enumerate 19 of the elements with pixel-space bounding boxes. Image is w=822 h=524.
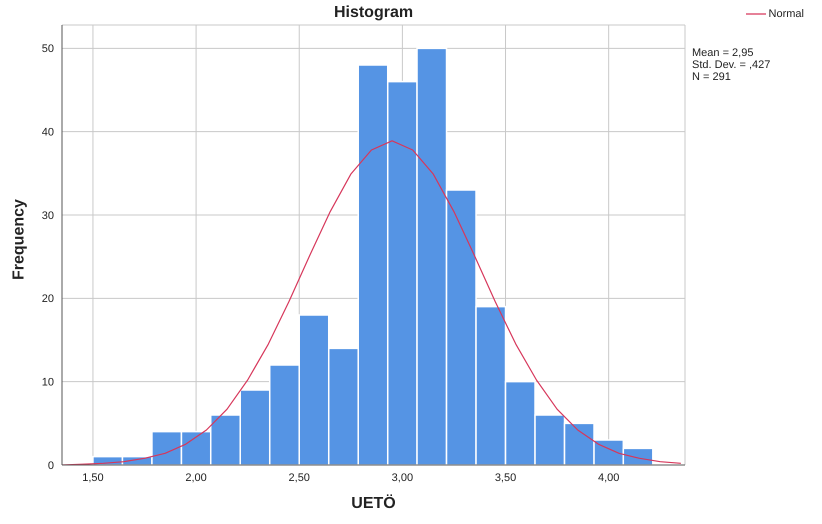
y-tick-label: 30	[42, 210, 54, 222]
y-tick-label: 40	[42, 126, 54, 139]
y-tick-label: 20	[42, 293, 54, 306]
x-tick-label: 3,00	[392, 472, 414, 484]
x-axis-title: UETÖ	[351, 494, 396, 512]
text: N = 291	[692, 71, 732, 83]
x-tick-label: 2,50	[288, 472, 310, 484]
legend-label: Normal	[768, 8, 804, 20]
chart-title: Histogram	[332, 4, 414, 22]
y-tick-label: 50	[42, 43, 54, 56]
x-tick-label: 3,50	[494, 472, 516, 484]
text: Mean = 2,95	[692, 47, 754, 59]
x-tick-label: 1,50	[82, 472, 104, 484]
x-tick-label: 2,00	[185, 472, 207, 484]
x-tick-label: 4,00	[598, 472, 620, 484]
y-tick-label: 0	[48, 460, 54, 472]
y-tick-label: 10	[42, 376, 54, 389]
y-axis-title: Frequency	[10, 198, 28, 280]
text: Std. Dev. = ,427	[692, 59, 770, 71]
